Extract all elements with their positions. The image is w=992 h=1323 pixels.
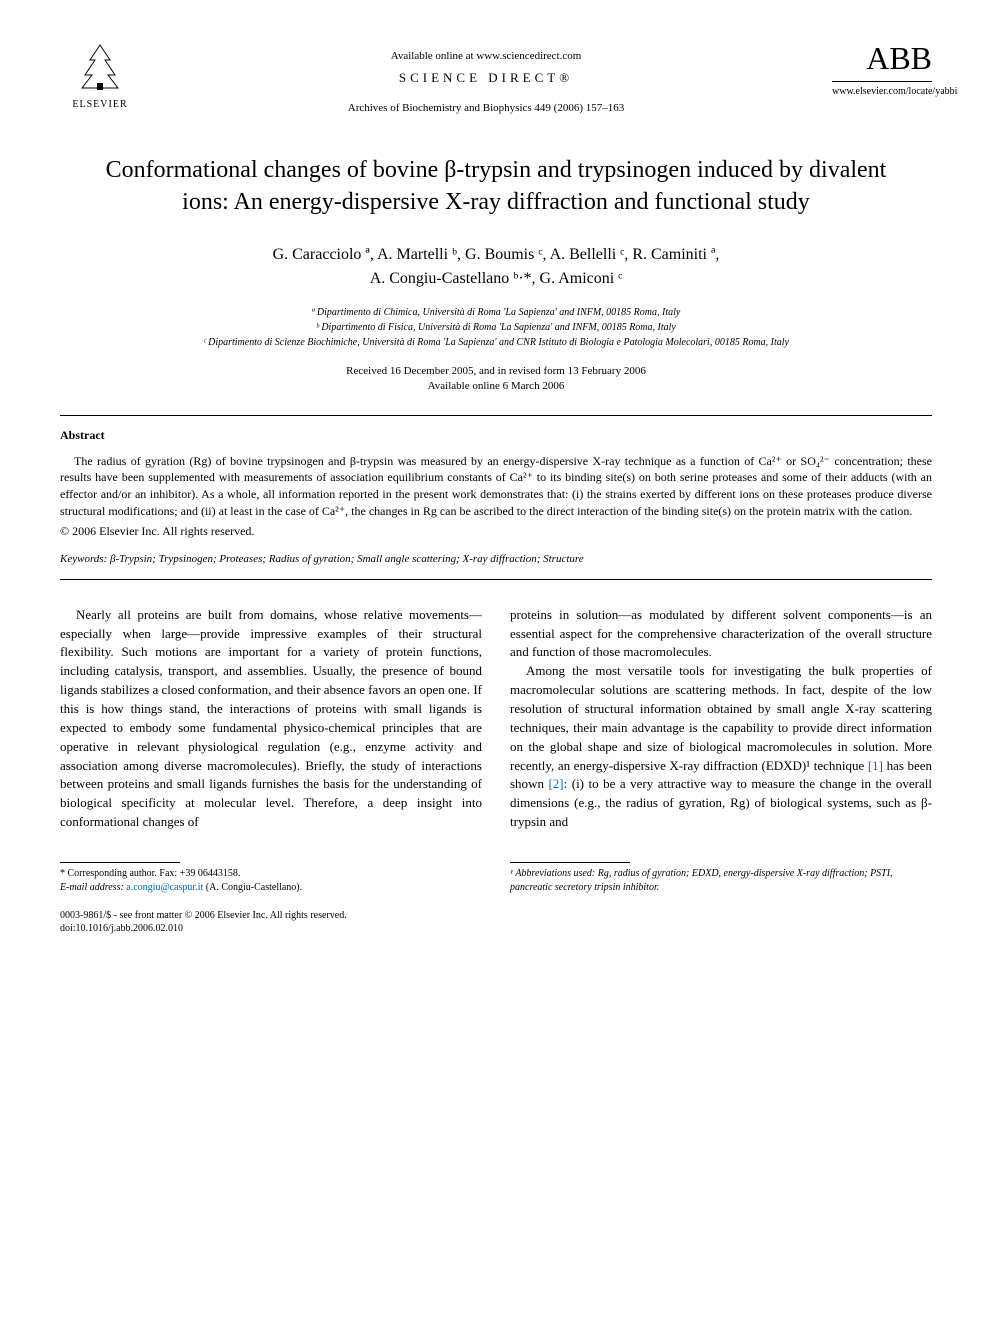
authors-line-1: G. Caracciolo ª, A. Martelli ᵇ, G. Boumi… (273, 246, 720, 263)
right-column: proteins in solution—as modulated by dif… (510, 606, 932, 832)
received-date: Received 16 December 2005, and in revise… (60, 364, 932, 379)
affiliation-c: ᶜ Dipartimento di Scienze Biochimiche, U… (60, 335, 932, 350)
elsevier-tree-icon (60, 40, 140, 97)
article-dates: Received 16 December 2005, and in revise… (60, 364, 932, 395)
footnote-left: * Corresponding author. Fax: +39 0644315… (60, 862, 482, 895)
journal-logo: ABB www.elsevier.com/locate/yabbi (832, 40, 932, 97)
authors-line-2: A. Congiu-Castellano ᵇ·*, G. Amiconi ᶜ (370, 270, 623, 287)
divider (60, 579, 932, 580)
corresponding-author: * Corresponding author. Fax: +39 0644315… (60, 867, 482, 881)
email-line: E-mail address: a.congiu@caspur.it (A. C… (60, 881, 482, 895)
header-center: Available online at www.sciencedirect.co… (140, 40, 832, 114)
abstract-heading: Abstract (60, 428, 932, 443)
abstract-body: The radius of gyration (Rg) of bovine tr… (60, 453, 932, 520)
keywords: Keywords: β-Trypsin; Trypsinogen; Protea… (60, 553, 932, 565)
footnote-right: ¹ Abbreviations used: Rg, radius of gyra… (510, 862, 932, 895)
journal-reference: Archives of Biochemistry and Biophysics … (140, 102, 832, 114)
divider (60, 415, 932, 416)
article-title: Conformational changes of bovine β-tryps… (80, 154, 912, 219)
affiliation-a: ª Dipartimento di Chimica, Università di… (60, 305, 932, 320)
keywords-label: Keywords: (60, 553, 107, 565)
keywords-text: β-Trypsin; Trypsinogen; Proteases; Radiu… (107, 553, 583, 565)
science-direct-logo: SCIENCE DIRECT® (140, 70, 832, 86)
footer-copyright: 0003-9861/$ - see front matter © 2006 El… (60, 909, 932, 922)
affiliations: ª Dipartimento di Chimica, Università di… (60, 305, 932, 350)
left-column: Nearly all proteins are built from domai… (60, 606, 482, 832)
body-paragraph: Among the most versatile tools for inves… (510, 662, 932, 832)
affiliation-b: ᵇ Dipartimento di Fisica, Università di … (60, 320, 932, 335)
reference-link[interactable]: [1] (868, 758, 883, 773)
reference-link[interactable]: [2] (548, 776, 563, 791)
page-footer: 0003-9861/$ - see front matter © 2006 El… (60, 909, 932, 935)
elsevier-logo: ELSEVIER (60, 40, 140, 110)
header: ELSEVIER Available online at www.science… (60, 40, 932, 114)
body-paragraph: proteins in solution—as modulated by dif… (510, 606, 932, 663)
abb-text: ABB (832, 40, 932, 77)
body-paragraph: Nearly all proteins are built from domai… (60, 606, 482, 832)
authors: G. Caracciolo ª, A. Martelli ᵇ, G. Boumi… (60, 243, 932, 291)
elsevier-label: ELSEVIER (60, 99, 140, 110)
available-online-text: Available online at www.sciencedirect.co… (140, 50, 832, 62)
footer-doi: doi:10.1016/j.abb.2006.02.010 (60, 922, 932, 935)
abbreviations: ¹ Abbreviations used: Rg, radius of gyra… (510, 867, 932, 895)
email-link[interactable]: a.congiu@caspur.it (126, 882, 203, 893)
footnote-rule (510, 862, 630, 863)
footnote-rule (60, 862, 180, 863)
body-text: Nearly all proteins are built from domai… (60, 606, 932, 832)
journal-url: www.elsevier.com/locate/yabbi (832, 86, 932, 97)
footnotes: * Corresponding author. Fax: +39 0644315… (60, 862, 932, 895)
abstract-copyright: © 2006 Elsevier Inc. All rights reserved… (60, 524, 932, 539)
available-date: Available online 6 March 2006 (60, 379, 932, 394)
